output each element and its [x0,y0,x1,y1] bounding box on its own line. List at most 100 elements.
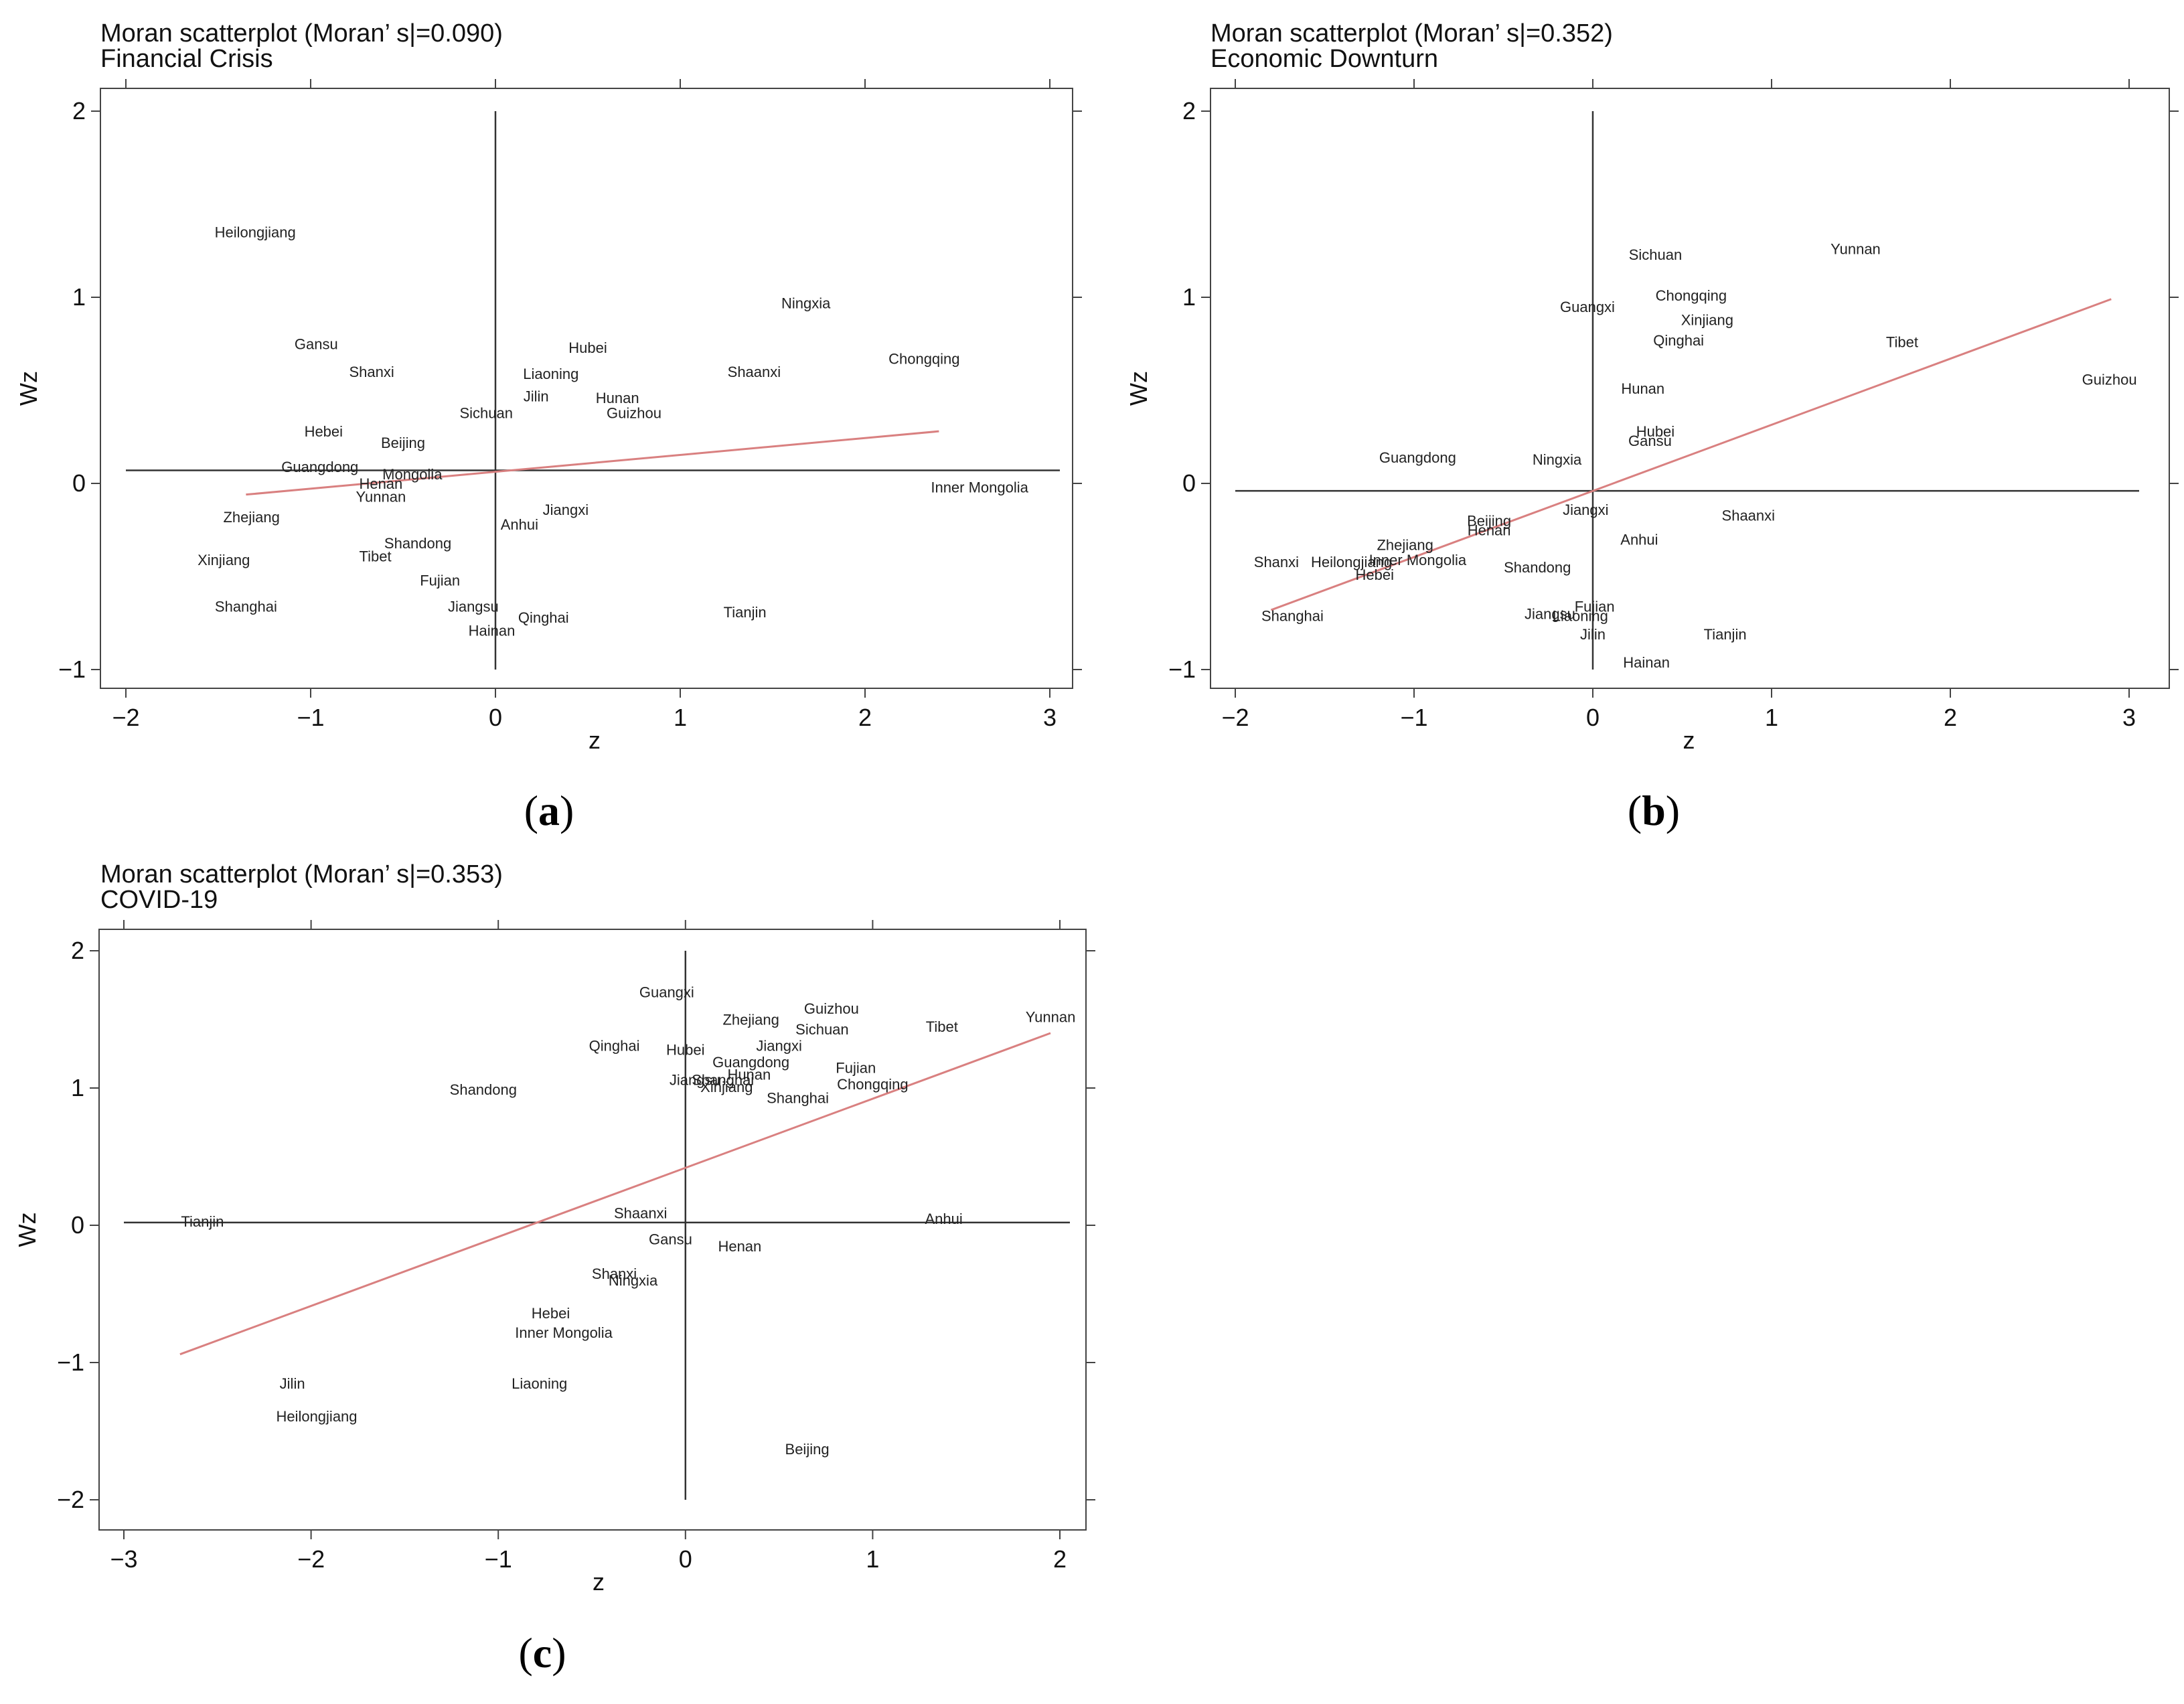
point-label: Ningxia [609,1272,658,1289]
point-label: Henan [359,475,402,492]
x-tick-label: 2 [1053,1545,1067,1573]
point-label: Guangdong [281,459,358,475]
fit-line [246,430,939,496]
point-label: Shandong [450,1081,517,1098]
point-label: Chongqing [837,1076,908,1093]
point-label: Shanxi [349,364,394,380]
point-label: Hubei [666,1042,704,1059]
point-label: Hunan [596,390,639,406]
point-label: Hebei [305,423,343,440]
point-label: Shaanxi [728,364,781,380]
chart-title: Moran scatterplot (Moran’ s|=0.352) [1211,19,1613,48]
point-label: Qinghai [1653,332,1704,349]
point-label: Liaoning [1553,607,1608,624]
x-tick-label: 2 [1944,704,1957,731]
plot-frame [1210,88,2170,689]
x-tick-label: 0 [489,704,502,731]
point-label: Hunan [1621,380,1664,397]
point-label: Beijing [1467,513,1511,530]
x-tick-label: 1 [674,704,687,731]
point-label: Jiangxi [756,1037,801,1054]
point-label: Heilongjiang [215,224,296,241]
panel-b: Moran scatterplot (Moran’ s|=0.352)Econo… [1125,19,2179,834]
x-tick-label: 3 [2122,704,2136,731]
point-label: Tibet [360,548,392,564]
x-tick-label: 2 [858,704,872,731]
point-label: Zhejiang [1377,537,1433,554]
y-tick-label: −1 [57,1348,84,1376]
point-label: Qinghai [518,609,569,626]
point-label: Xinjiang [198,552,250,568]
point-label: Heilongjiang [1311,554,1392,570]
x-axis-label: z [1683,726,1695,754]
point-label: Hainan [469,623,516,639]
panel-caption: (c) [518,1629,566,1677]
y-tick-label: 1 [72,283,86,311]
point-label: Shanghai [767,1089,829,1106]
point-label: Shandong [384,535,451,552]
x-tick-label: 0 [1586,704,1600,731]
x-tick-label: −1 [297,704,324,731]
point-label: Jilin [280,1375,305,1392]
fit-line [179,1032,1051,1356]
chart-subtitle: Economic Downturn [1211,45,1438,73]
point-label: Gansu [295,336,338,353]
point-label: Gansu [1628,433,1672,449]
point-label: Hubei [568,339,607,356]
y-tick-label: −1 [58,655,86,683]
y-tick-label: 2 [72,97,86,125]
point-label: Yunnan [1830,241,1881,258]
point-label: Shanxi [1254,554,1299,570]
x-tick-label: 3 [1043,704,1057,731]
plot-frame [98,929,1087,1531]
y-tick-label: 2 [1182,97,1196,125]
point-label: Jiangsu [448,598,499,615]
y-tick-label: −1 [1168,655,1196,683]
x-tick-label: −1 [485,1545,512,1573]
y-tick-label: 0 [1182,469,1196,497]
point-label: Guizhou [2082,371,2137,388]
point-label: Yunnan [1026,1008,1076,1025]
point-label: Hubei [1636,423,1674,440]
point-label: Shanxi [592,1265,637,1282]
point-label: Zhejiang [223,509,279,526]
point-label: Guangdong [712,1054,789,1071]
chart-subtitle: COVID-19 [100,886,218,914]
point-label: Zhejiang [722,1012,779,1028]
x-tick-label: 0 [679,1545,692,1573]
point-label: Jiangsu [670,1072,720,1089]
point-label: Ningxia [781,295,831,311]
plot-frame [100,88,1073,689]
point-label: Guizhou [607,404,661,421]
panel-caption: (b) [1628,787,1680,834]
point-label: Qinghai [589,1037,640,1054]
point-label: Chongqing [1656,287,1727,304]
point-label: Guangxi [639,984,694,1001]
x-tick-label: −2 [297,1545,325,1573]
point-label: Jilin [1580,626,1606,643]
fit-line [1270,298,2112,611]
point-label: Shanghai [1261,607,1324,624]
x-axis-label: z [589,726,601,754]
x-tick-label: −2 [112,704,139,731]
point-label: Beijing [785,1441,830,1458]
point-label: Guangxi [1560,299,1615,315]
panel-a: Moran scatterplot (Moran’ s|=0.090)Finan… [15,19,1082,834]
point-label: Shanghai [692,1072,754,1089]
point-label: Tibet [1886,334,1918,351]
panel-c: Moran scatterplot (Moran’ s|=0.353)COVID… [13,860,1095,1677]
point-label: Liaoning [512,1375,567,1392]
point-label: Shanghai [215,598,277,615]
y-axis-label: Wz [13,1213,41,1247]
point-label: Sichuan [795,1021,849,1038]
point-label: Hebei [1356,566,1394,583]
y-tick-label: −2 [57,1486,84,1513]
point-label: Heilongjiang [276,1408,357,1425]
point-label: Hunan [727,1067,771,1083]
x-tick-label: −3 [110,1545,137,1573]
x-tick-label: −1 [1400,704,1427,731]
y-axis-label: Wz [15,371,42,406]
chart-title: Moran scatterplot (Moran’ s|=0.090) [100,19,503,48]
x-tick-label: 1 [866,1545,879,1573]
